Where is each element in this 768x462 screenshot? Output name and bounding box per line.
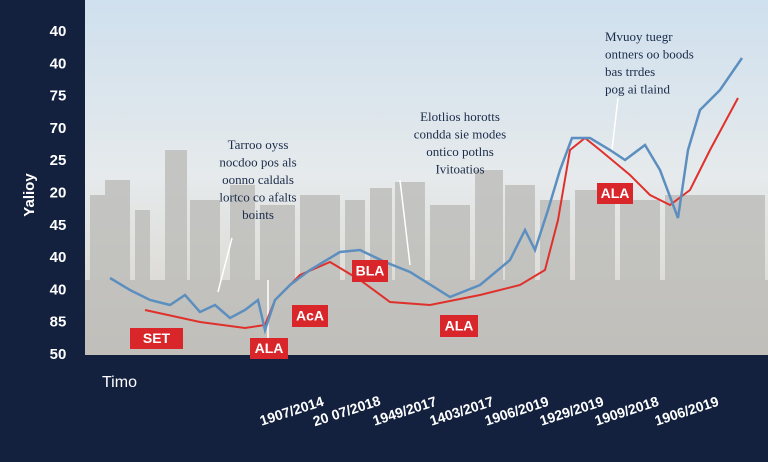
tag-box xyxy=(352,260,388,282)
annotations: Tarroo oyss nocdoo pos als oonno caldals lo… xyxy=(219,29,693,222)
y-axis: 40 40 75 70 25 20 45 40 40 85 50 xyxy=(50,23,67,363)
y-tick-label: 50 xyxy=(50,346,67,363)
y-tick-label: 85 xyxy=(50,314,67,331)
annotation-line: nocdoo pos als xyxy=(219,154,296,169)
tag-label: ALA xyxy=(255,340,284,356)
annotation-line: ontico potlns xyxy=(426,144,494,159)
y-tick-label: 25 xyxy=(50,152,67,169)
y-tick-label: 20 xyxy=(50,184,67,201)
tag-label: SET xyxy=(143,330,171,346)
annotation-line: oonno caldals xyxy=(222,172,294,187)
y-axis-title: Yalioy xyxy=(21,173,38,217)
tag-label: ALA xyxy=(445,318,474,334)
tag-label: ALA xyxy=(601,185,630,201)
annotation-line: ontners oo boods xyxy=(605,46,694,61)
y-tick-label: 40 xyxy=(50,249,67,266)
annotation-line: condda sie modes xyxy=(414,126,506,141)
annotation-line: pog ai tlaind xyxy=(605,81,670,96)
blue-line xyxy=(109,57,744,335)
tags: SET ALA AcA BLA ALA ALA xyxy=(130,183,633,359)
y-tick-label: 40 xyxy=(50,55,67,72)
annotation-line: Ivitoatios xyxy=(435,161,484,176)
city-silhouette xyxy=(85,150,768,355)
annotation-line: lortco co afalts xyxy=(219,189,296,204)
tag-label: AcA xyxy=(296,308,324,324)
y-tick-label: 75 xyxy=(50,88,67,105)
y-tick-label: 40 xyxy=(50,23,67,40)
annotation-line: bas trrdes xyxy=(605,64,655,79)
annotation-line: boints xyxy=(242,207,274,222)
annotation-line: Tarroo oyss xyxy=(228,137,289,152)
x-axis-title: Timo xyxy=(102,374,137,391)
y-tick-label: 70 xyxy=(50,120,67,137)
pointer-lines xyxy=(217,97,619,340)
annotation-line: Elotlios horotts xyxy=(420,109,500,124)
tag-box xyxy=(130,328,183,349)
tag-label: BLA xyxy=(356,263,385,279)
tag-box xyxy=(292,305,328,327)
tag-box xyxy=(250,338,288,359)
y-tick-label: 45 xyxy=(50,217,67,234)
tag-box xyxy=(597,183,633,204)
annotation-line: Mvuoy tuegr xyxy=(605,29,673,44)
tag-box xyxy=(440,315,478,337)
y-tick-label: 40 xyxy=(50,281,67,298)
